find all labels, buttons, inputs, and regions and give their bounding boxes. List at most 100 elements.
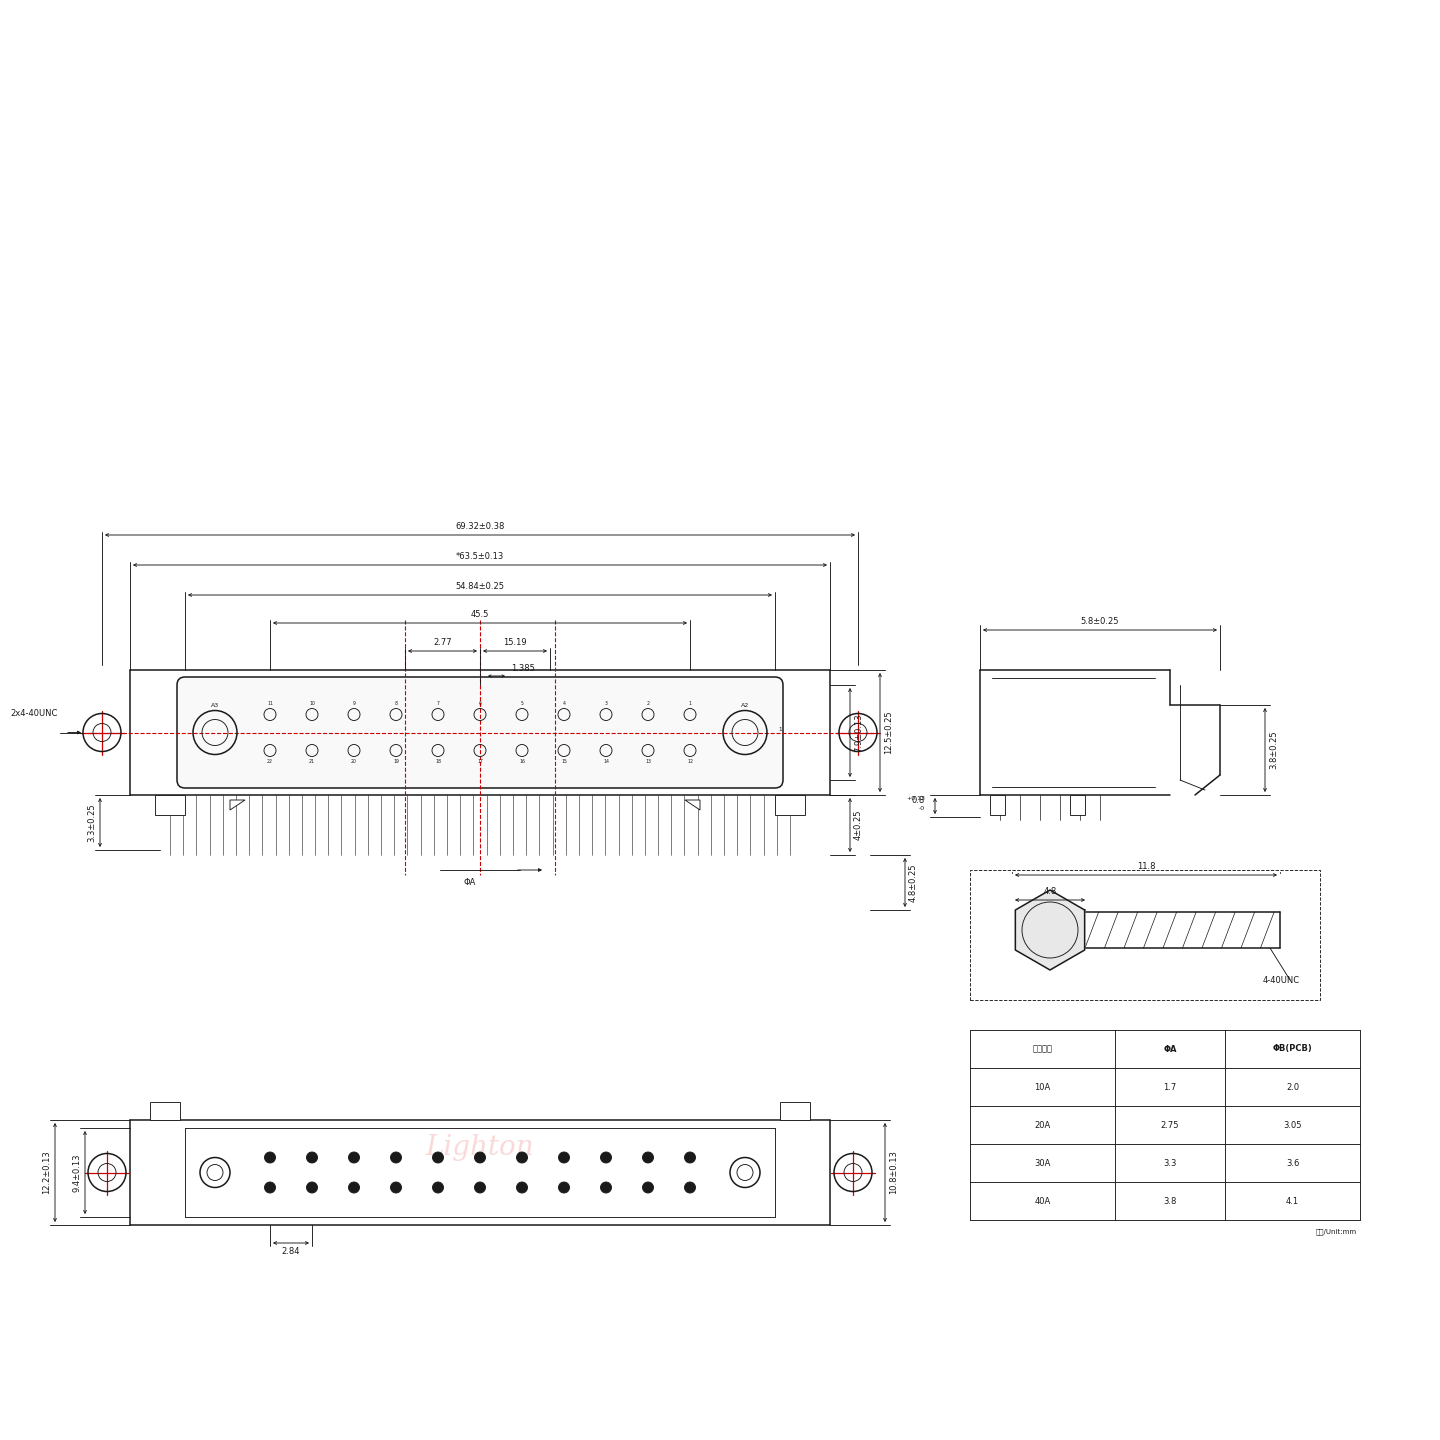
Circle shape: [684, 1152, 696, 1164]
Text: 2.0: 2.0: [1286, 1083, 1299, 1092]
Bar: [989, 795, 1005, 815]
Text: 5.8±0.25: 5.8±0.25: [1081, 616, 1119, 626]
Text: 4.1: 4.1: [1286, 1197, 1299, 1205]
Text: 3.6: 3.6: [1286, 1159, 1299, 1168]
Text: A2: A2: [740, 703, 749, 707]
Text: 10: 10: [310, 701, 315, 706]
Text: 额定电流: 额定电流: [1032, 1044, 1053, 1054]
Text: +0.13: +0.13: [906, 796, 924, 801]
Text: 20A: 20A: [1034, 1120, 1051, 1129]
Text: 0.8: 0.8: [912, 795, 924, 805]
Circle shape: [390, 1182, 402, 1192]
Text: Lighton: Lighton: [426, 1135, 534, 1161]
Text: 1.7: 1.7: [1164, 1083, 1176, 1092]
Text: 3.3: 3.3: [1164, 1159, 1176, 1168]
Text: 12.2±0.13: 12.2±0.13: [42, 1151, 50, 1194]
Circle shape: [600, 1182, 612, 1192]
Text: 2x4-40UNC: 2x4-40UNC: [10, 708, 58, 717]
Circle shape: [475, 1182, 485, 1192]
Text: 2: 2: [647, 701, 649, 706]
Polygon shape: [230, 801, 245, 809]
Text: 8: 8: [395, 701, 397, 706]
Text: 40A: 40A: [1034, 1197, 1051, 1205]
Text: 3.8±0.25: 3.8±0.25: [1269, 730, 1277, 769]
Text: 2.84: 2.84: [282, 1247, 301, 1256]
Circle shape: [559, 1182, 569, 1192]
Circle shape: [642, 1152, 654, 1164]
Circle shape: [348, 1152, 360, 1164]
Bar: [775, 795, 805, 815]
Text: 7.9±0.13: 7.9±0.13: [854, 713, 863, 752]
Text: 22: 22: [266, 759, 274, 765]
Text: 1.385: 1.385: [511, 664, 534, 672]
Text: A3: A3: [210, 703, 219, 707]
Text: 9: 9: [353, 701, 356, 706]
Circle shape: [642, 1182, 654, 1192]
Circle shape: [432, 1152, 444, 1164]
Text: 21: 21: [310, 759, 315, 765]
Text: 16: 16: [518, 759, 526, 765]
Text: 12: 12: [687, 759, 693, 765]
Text: 4.8±0.25: 4.8±0.25: [909, 863, 919, 901]
Text: 11: 11: [266, 701, 274, 706]
Text: ΦB(PCB): ΦB(PCB): [1273, 1044, 1312, 1054]
Text: 10.8±0.13: 10.8±0.13: [888, 1151, 899, 1194]
Circle shape: [348, 1182, 360, 1192]
Text: 3.8: 3.8: [1164, 1197, 1176, 1205]
Text: 3: 3: [605, 701, 608, 706]
Text: 18: 18: [435, 759, 441, 765]
Text: 17: 17: [477, 759, 482, 765]
Text: 7: 7: [436, 701, 439, 706]
Text: 2.75: 2.75: [1161, 1120, 1179, 1129]
Text: 54.84±0.25: 54.84±0.25: [455, 582, 504, 590]
Text: 3.3±0.25: 3.3±0.25: [86, 804, 96, 842]
Text: 1: 1: [688, 701, 691, 706]
Text: 4: 4: [563, 701, 566, 706]
Text: 1: 1: [778, 727, 782, 732]
Text: ΦA: ΦA: [1164, 1044, 1176, 1054]
Circle shape: [559, 1152, 569, 1164]
Text: 45.5: 45.5: [471, 611, 490, 619]
Circle shape: [684, 1182, 696, 1192]
FancyBboxPatch shape: [177, 677, 783, 788]
Circle shape: [432, 1182, 444, 1192]
Bar: [971, 870, 1320, 999]
Text: 2.77: 2.77: [433, 638, 452, 647]
Circle shape: [307, 1152, 317, 1164]
Circle shape: [475, 1152, 485, 1164]
Text: 14: 14: [603, 759, 609, 765]
Text: 20: 20: [351, 759, 357, 765]
Text: *63.5±0.13: *63.5±0.13: [456, 552, 504, 562]
Bar: [156, 795, 184, 815]
Text: 69.32±0.38: 69.32±0.38: [455, 523, 504, 531]
Circle shape: [517, 1152, 527, 1164]
Text: 10A: 10A: [1034, 1083, 1051, 1092]
Text: 3.05: 3.05: [1283, 1120, 1302, 1129]
Bar: [780, 1102, 809, 1120]
Bar: [1070, 795, 1084, 815]
Text: 13: 13: [645, 759, 651, 765]
Circle shape: [517, 1182, 527, 1192]
Text: 15: 15: [562, 759, 567, 765]
Text: 4-40UNC: 4-40UNC: [1263, 976, 1300, 985]
Bar: [150, 1102, 180, 1120]
Text: 4.8: 4.8: [1044, 887, 1057, 896]
Text: 12.5±0.25: 12.5±0.25: [884, 711, 893, 755]
Text: 9.4±0.13: 9.4±0.13: [72, 1153, 81, 1192]
Text: 11.8: 11.8: [1136, 863, 1155, 871]
Text: ΦA: ΦA: [464, 878, 477, 887]
Circle shape: [265, 1182, 275, 1192]
Polygon shape: [685, 801, 700, 809]
Text: -0: -0: [919, 806, 924, 811]
Polygon shape: [1015, 890, 1084, 971]
Circle shape: [600, 1152, 612, 1164]
Circle shape: [265, 1152, 275, 1164]
Text: 19: 19: [393, 759, 399, 765]
Text: 5: 5: [521, 701, 523, 706]
Text: 单位/Unit:mm: 单位/Unit:mm: [1316, 1228, 1356, 1234]
Text: 4±0.25: 4±0.25: [854, 809, 863, 841]
Text: 30A: 30A: [1034, 1159, 1051, 1168]
Text: 6: 6: [478, 701, 481, 706]
Circle shape: [307, 1182, 317, 1192]
Text: 15.19: 15.19: [503, 638, 527, 647]
